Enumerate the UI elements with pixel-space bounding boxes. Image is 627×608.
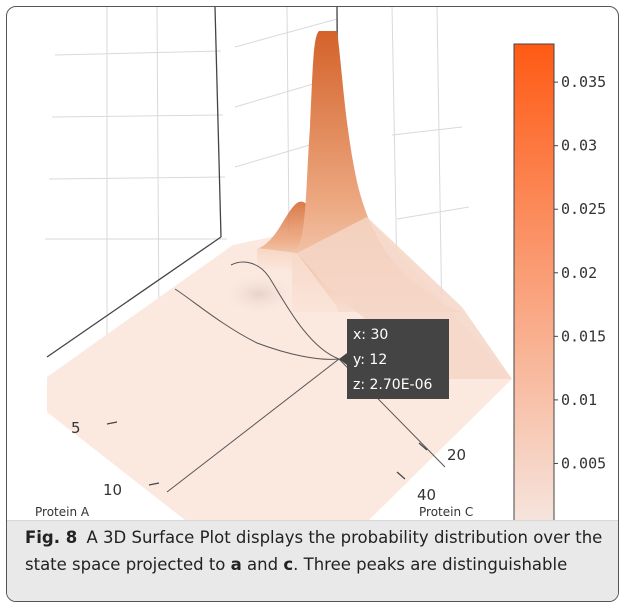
colorbar-tick-label: 0 bbox=[561, 518, 570, 520]
tooltip-z: z: 2.70E-06 bbox=[353, 377, 432, 393]
tooltip-x: x: 30 bbox=[353, 327, 388, 343]
colorbar-gradient bbox=[513, 43, 555, 520]
caption-and: and bbox=[247, 555, 279, 574]
x-tick-label: 5 bbox=[71, 419, 81, 437]
figure-frame: 5 10 20 40 60 Protein A Protein C x: 30 … bbox=[6, 6, 619, 602]
figure-label: Fig. 8 bbox=[25, 528, 78, 547]
colorbar-tick-label: 0.02 bbox=[561, 264, 597, 282]
caption-text-end: . Three peaks are distinguishable bbox=[293, 555, 568, 574]
colorbar-tick-label: 0.025 bbox=[561, 200, 606, 218]
y-axis-label: Protein C bbox=[419, 505, 473, 519]
surface-slope bbox=[297, 217, 512, 379]
colorbar-tick-label: 0.03 bbox=[561, 137, 597, 155]
colorbar-tick-label: 0.035 bbox=[561, 73, 606, 91]
colorbar-ticks: 0.035 0.03 0.025 0.02 0.015 0.01 0.005 0 bbox=[554, 73, 606, 520]
x-axis-label: Protein A bbox=[35, 505, 90, 519]
caption-bold-a: a bbox=[230, 555, 242, 574]
caption-bold-c: c bbox=[283, 555, 294, 574]
colorbar-tick-label: 0.015 bbox=[561, 327, 606, 345]
caption-text: A 3D Surface Plot displays the probabili… bbox=[25, 528, 603, 574]
colorbar-tick-label: 0.01 bbox=[561, 391, 597, 409]
figure-caption: Fig. 8 A 3D Surface Plot displays the pr… bbox=[25, 524, 604, 578]
tooltip-y: y: 12 bbox=[353, 352, 387, 368]
colorbar: 0.035 0.03 0.025 0.02 0.015 0.01 0.005 0 bbox=[513, 43, 606, 520]
y-tick-label: 20 bbox=[447, 446, 466, 464]
hover-tooltip: x: 30 y: 12 z: 2.70E-06 bbox=[339, 319, 449, 399]
colorbar-tick-label: 0.005 bbox=[561, 454, 606, 472]
y-tick-label: 40 bbox=[417, 486, 436, 504]
surface-plot[interactable]: 5 10 20 40 60 Protein A Protein C x: 30 … bbox=[7, 7, 619, 520]
caption-background bbox=[7, 520, 618, 601]
x-tick-label: 10 bbox=[103, 481, 122, 499]
